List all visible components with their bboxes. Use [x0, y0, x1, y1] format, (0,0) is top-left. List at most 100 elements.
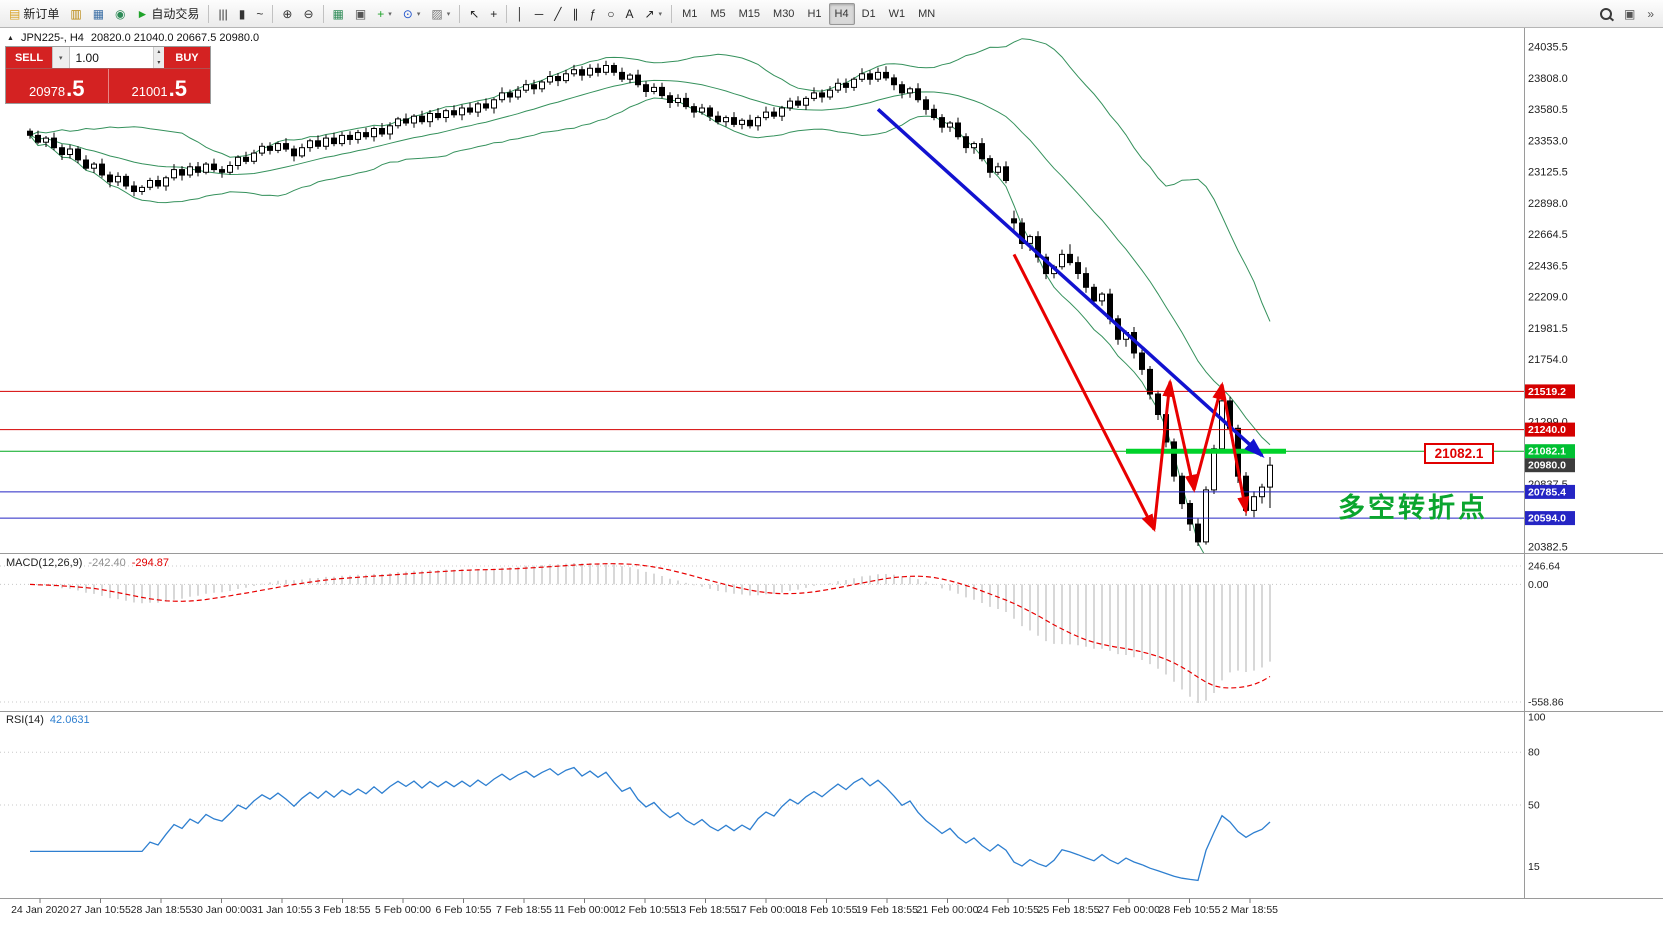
rsi-axis-label: 100: [1528, 712, 1546, 724]
buy-price-fraction: .5: [168, 76, 187, 101]
timeframe-h1[interactable]: H1: [801, 3, 827, 25]
candle: [523, 84, 529, 91]
autotrade-button[interactable]: ► 自动交易: [132, 3, 205, 25]
zigzag-arrow[interactable]: [1152, 378, 1175, 530]
candle: [83, 159, 89, 169]
shapes-icon[interactable]: ○: [602, 3, 619, 25]
main-plot[interactable]: [0, 38, 1524, 574]
candle: [379, 128, 385, 135]
price-axis-label: 23125.5: [1528, 167, 1568, 179]
volume-up-button[interactable]: ▴: [153, 47, 164, 58]
macd-axis-label: 0.00: [1528, 579, 1549, 591]
timeframe-m15[interactable]: M15: [733, 3, 766, 25]
price-axis-label: 22436.5: [1528, 260, 1568, 272]
trendline-icon[interactable]: ╱: [549, 3, 566, 25]
downtrend-line[interactable]: [876, 108, 1265, 458]
candle: [563, 73, 569, 82]
volume-down-button[interactable]: ▾: [153, 57, 164, 68]
timeframe-mn[interactable]: MN: [912, 3, 941, 25]
timeframe-w1[interactable]: W1: [883, 3, 912, 25]
candle: [555, 76, 561, 82]
candle: [371, 128, 377, 138]
zoom-in-icon[interactable]: ⊕: [277, 3, 297, 25]
candle: [763, 111, 769, 119]
timeframe-m30[interactable]: M30: [767, 3, 800, 25]
price-axis-label: 22898.0: [1528, 198, 1568, 210]
candle: [811, 92, 817, 99]
candle: [203, 163, 209, 173]
candle: [659, 86, 665, 97]
bollinger-band: [29, 97, 1205, 553]
new-order-button[interactable]: ▤ 新订单: [4, 3, 64, 25]
time-axis-label: 7 Feb 18:55: [496, 904, 552, 916]
timeframe-m1[interactable]: M1: [676, 3, 703, 25]
trendline-icon: ╱: [554, 6, 562, 21]
candle: [267, 145, 273, 151]
candle: [59, 147, 65, 155]
search-icon[interactable]: [1595, 3, 1617, 25]
candle: [691, 106, 697, 113]
bar-chart-icon[interactable]: |||: [213, 3, 232, 25]
channel-icon[interactable]: ∥: [568, 3, 584, 25]
rsi-value: 42.0631: [49, 714, 90, 726]
fibonacci-icon[interactable]: ƒ: [585, 3, 602, 25]
candle: [995, 166, 1001, 173]
order-options-dropdown[interactable]: ▾: [52, 47, 70, 68]
zigzag-arrow[interactable]: [1220, 384, 1250, 515]
indicators-icon[interactable]: + ▾: [372, 3, 397, 25]
chart-annotation-text[interactable]: 多空转折点: [1338, 493, 1488, 523]
horizontal-line-icon[interactable]: ─: [530, 3, 549, 25]
sell-button[interactable]: SELL: [6, 47, 52, 68]
timeframe-h4[interactable]: H4: [828, 2, 855, 25]
zigzag-arrow[interactable]: [1168, 381, 1197, 493]
indicators-icon: +: [377, 6, 385, 21]
crosshair-icon[interactable]: +: [485, 3, 502, 25]
text-icon[interactable]: A: [620, 3, 638, 25]
candle: [915, 88, 921, 101]
candle: [195, 166, 201, 173]
time-axis-label: 28 Feb 10:55: [1159, 904, 1221, 916]
line-chart-icon[interactable]: ~: [251, 3, 268, 25]
price-callout[interactable]: 21082.1: [1424, 443, 1494, 464]
tile-windows-icon[interactable]: ▦: [328, 3, 349, 25]
candle: [123, 175, 129, 187]
price-axis-label: 21754.0: [1528, 354, 1568, 366]
candle: [883, 71, 889, 79]
cursor-icon[interactable]: ↖: [464, 3, 484, 25]
price-label-text: 20980.0: [1528, 460, 1566, 472]
sell-price-button[interactable]: 20978.5: [6, 69, 108, 103]
cascade-windows-icon[interactable]: ▣: [350, 3, 371, 25]
profile-icon[interactable]: ▦: [88, 3, 109, 25]
timeframe-d1[interactable]: D1: [856, 3, 882, 25]
volume-input[interactable]: [69, 47, 153, 68]
toolbar-overflow-icon[interactable]: »: [1642, 3, 1659, 25]
candle: [971, 143, 977, 149]
candle: [1147, 368, 1153, 395]
price-label: [1525, 384, 1575, 399]
buy-button[interactable]: BUY: [164, 47, 210, 68]
expand-window-icon[interactable]: ▣: [1619, 3, 1640, 25]
buy-price-button[interactable]: 21001.5: [109, 69, 211, 103]
time-axis-label: 25 Feb 18:55: [1038, 904, 1100, 916]
time-axis-label: 28 Jan 18:55: [131, 904, 192, 916]
candlestick-chart-icon[interactable]: ▮: [234, 3, 251, 25]
arrows-icon[interactable]: ↗ ▾: [639, 3, 667, 25]
time-axis-label: 24 Feb 10:55: [977, 904, 1039, 916]
candle: [891, 77, 897, 86]
caret-icon: ▾: [416, 10, 421, 18]
timeframe-m5[interactable]: M5: [704, 3, 731, 25]
periods-icon[interactable]: ⊙ ▾: [398, 3, 426, 25]
templates-icon[interactable]: ▨ ▾: [426, 3, 455, 25]
candle: [387, 125, 393, 135]
vertical-line-icon[interactable]: │: [511, 3, 529, 25]
zigzag-arrow[interactable]: [1012, 253, 1156, 533]
zoom-out-icon[interactable]: ⊖: [298, 3, 318, 25]
collapse-triangle-icon[interactable]: ▲: [7, 34, 14, 42]
rsi-name: RSI(14): [6, 714, 44, 726]
candle: [75, 148, 81, 161]
sell-price-fraction: .5: [66, 76, 85, 101]
alerts-icon[interactable]: ◉: [110, 3, 130, 25]
chart-window-icon[interactable]: ▥: [65, 3, 86, 25]
zigzag-arrow[interactable]: [1192, 381, 1224, 491]
